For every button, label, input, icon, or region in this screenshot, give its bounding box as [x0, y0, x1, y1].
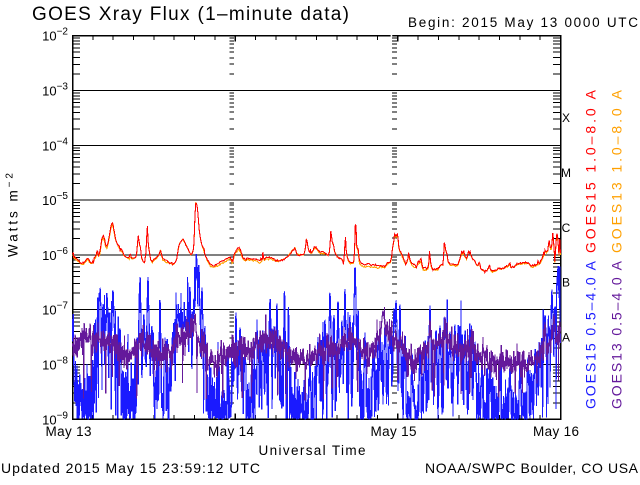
svg-text:A: A	[562, 330, 570, 344]
svg-text:Universal Time: Universal Time	[259, 443, 366, 458]
svg-text:May 14: May 14	[208, 424, 254, 439]
svg-text:May 13: May 13	[46, 424, 92, 439]
svg-text:X: X	[562, 111, 570, 125]
svg-text:May 15: May 15	[371, 424, 417, 439]
svg-text:GOES13 1.0–8.0 A: GOES13 1.0–8.0 A	[609, 89, 625, 253]
svg-text:GOES13 0.5–4.0 A: GOES13 0.5–4.0 A	[609, 260, 625, 409]
svg-text:C: C	[562, 221, 571, 235]
svg-text:GOES15 1.0–8.0 A: GOES15 1.0–8.0 A	[583, 89, 599, 253]
svg-text:B: B	[562, 276, 570, 290]
svg-text:GOES15 0.5–4.0 A: GOES15 0.5–4.0 A	[583, 260, 599, 409]
svg-text:NOAA/SWPC Boulder, CO USA: NOAA/SWPC Boulder, CO USA	[425, 460, 639, 476]
svg-text:Begin: 2015 May 13 0000 UTC: Begin: 2015 May 13 0000 UTC	[408, 15, 638, 30]
svg-text:May 16: May 16	[533, 424, 579, 439]
svg-text:GOES Xray Flux (1–minute data): GOES Xray Flux (1–minute data)	[32, 4, 349, 25]
svg-text:M: M	[561, 166, 571, 180]
svg-text:Updated 2015 May 15 23:59:12 U: Updated 2015 May 15 23:59:12 UTC	[1, 460, 260, 476]
